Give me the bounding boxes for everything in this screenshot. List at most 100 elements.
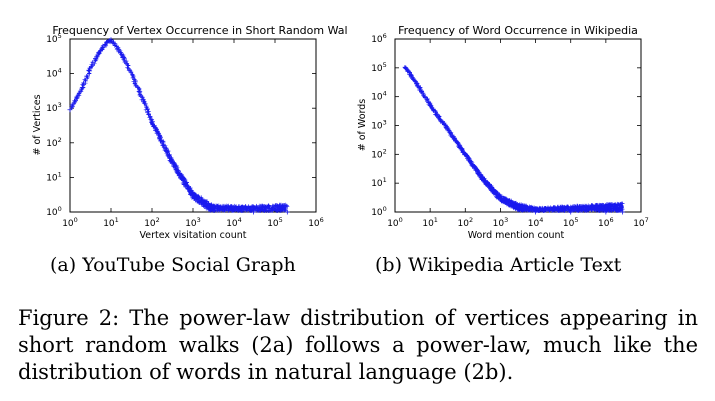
chart-title: Frequency of Vertex Occurrence in Short … (52, 24, 348, 37)
data-point (163, 143, 168, 148)
data-point (420, 91, 425, 96)
data-point (70, 102, 75, 107)
data-point (164, 145, 169, 150)
data-point (120, 54, 126, 60)
data-point (231, 208, 236, 213)
data-point (85, 74, 90, 79)
data-point (620, 209, 626, 215)
data-point (167, 156, 172, 161)
data-point (137, 89, 143, 95)
x-axis-label: Vertex visitation count (140, 230, 247, 241)
data-point (497, 195, 503, 201)
data-point (562, 208, 567, 213)
data-point (67, 107, 73, 113)
data-point (190, 192, 196, 198)
data-point (123, 61, 128, 66)
data-point (108, 37, 114, 43)
data-point (568, 209, 574, 215)
data-point (146, 112, 151, 117)
data-point (143, 101, 148, 106)
data-point (109, 39, 114, 44)
data-point (215, 203, 220, 208)
data-point (100, 46, 105, 51)
data-point (95, 55, 100, 60)
data-point (444, 125, 450, 131)
data-point (533, 209, 539, 215)
x-tick-label: 106 (598, 216, 614, 229)
data-point (127, 67, 132, 72)
y-tick-label: 104 (371, 90, 387, 103)
data-point (169, 158, 175, 164)
data-point (82, 77, 87, 82)
x-tick-label: 100 (387, 216, 403, 229)
data-point (200, 197, 205, 202)
data-point (285, 204, 290, 209)
data-point (263, 208, 268, 213)
data-point (478, 173, 483, 178)
data-point (425, 96, 430, 101)
data-point (272, 207, 277, 212)
data-point (603, 209, 609, 215)
data-point (266, 204, 271, 209)
data-point (283, 206, 288, 211)
data-point (149, 119, 155, 125)
data-point (133, 82, 138, 87)
x-tick-label: 103 (493, 216, 509, 229)
data-points (67, 37, 290, 215)
y-tick-label: 105 (371, 61, 387, 74)
x-tick-label: 103 (185, 216, 201, 229)
data-point (101, 45, 106, 50)
y-tick-label: 101 (46, 170, 62, 183)
x-tick-label: 105 (563, 216, 579, 229)
data-point (414, 81, 419, 86)
data-points (402, 65, 626, 215)
x-tick-label: 105 (267, 216, 283, 229)
x-tick-label: 102 (457, 216, 473, 229)
y-tick-label: 102 (371, 147, 387, 160)
y-axis-label: # of Vertices (32, 94, 43, 155)
y-tick-label: 100 (371, 205, 387, 218)
plot-area (394, 38, 642, 213)
data-point (619, 201, 624, 206)
data-point (156, 131, 161, 136)
subcaption-b: (b) Wikipedia Article Text (375, 254, 622, 276)
data-point (462, 151, 468, 157)
data-point (403, 65, 409, 71)
data-point (507, 198, 512, 203)
data-point (70, 104, 75, 109)
data-point (284, 203, 289, 208)
data-point (479, 175, 485, 181)
y-tick-label: 101 (371, 176, 387, 189)
chart-title: Frequency of Word Occurrence in Wikipedi… (398, 24, 638, 37)
subcaption-a: (a) YouTube Social Graph (50, 254, 296, 276)
data-point (125, 65, 130, 70)
data-point (262, 208, 267, 213)
data-point (174, 166, 179, 171)
data-point (92, 56, 97, 61)
x-tick-label: 101 (103, 216, 119, 229)
data-point (152, 123, 157, 128)
data-point (514, 204, 520, 210)
y-axis-label: # of Words (357, 99, 368, 152)
x-tick-label: 106 (308, 216, 324, 229)
data-point (85, 76, 90, 81)
data-point (157, 136, 162, 141)
x-tick-label: 107 (633, 216, 649, 229)
x-tick-label: 104 (226, 216, 242, 229)
data-point (79, 84, 85, 90)
data-point (495, 191, 500, 196)
data-point (72, 98, 77, 103)
data-point (426, 100, 431, 105)
data-point (619, 204, 624, 209)
data-point (251, 209, 257, 215)
x-tick-label: 102 (144, 216, 160, 229)
data-point (183, 177, 188, 182)
vertex-frequency-chart: Frequency of Vertex Occurrence in Short … (32, 24, 360, 241)
y-tick-label: 103 (371, 119, 387, 132)
data-point (75, 95, 80, 100)
plot-area (69, 38, 317, 213)
data-point (96, 50, 102, 56)
data-point (83, 78, 88, 83)
y-tick-label: 102 (46, 136, 62, 149)
